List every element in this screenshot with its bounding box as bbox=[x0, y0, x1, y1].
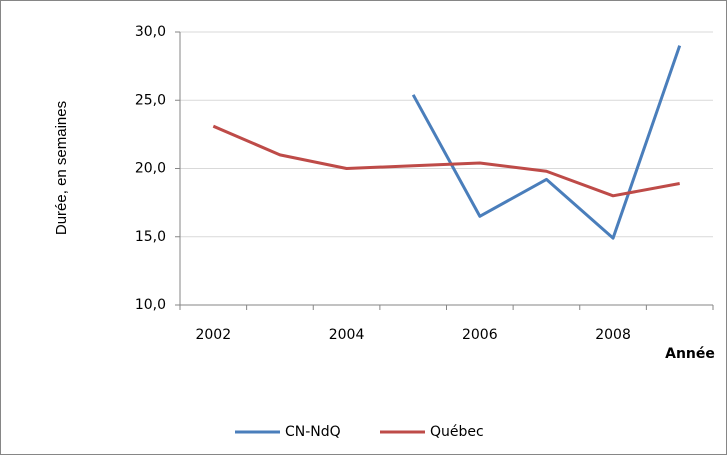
x-tick-label: 2004 bbox=[329, 327, 365, 343]
y-tick-label: 15,0 bbox=[135, 229, 166, 245]
legend-label: CN-NdQ bbox=[285, 424, 341, 440]
legend-label: Québec bbox=[430, 424, 484, 440]
x-axis-title: Année bbox=[665, 346, 715, 362]
series-line bbox=[411, 45, 682, 240]
x-tick-label: 2006 bbox=[462, 327, 498, 343]
y-tick-label: 25,0 bbox=[135, 92, 166, 108]
y-tick-label: 20,0 bbox=[135, 161, 166, 177]
x-tick-label: 2002 bbox=[195, 327, 231, 343]
series-line bbox=[212, 124, 680, 198]
y-axis-title: Durée, en semaines bbox=[53, 101, 70, 235]
y-tick-label: 10,0 bbox=[135, 297, 166, 313]
y-tick-label: 30,0 bbox=[135, 24, 166, 40]
x-tick-label: 2008 bbox=[595, 327, 631, 343]
